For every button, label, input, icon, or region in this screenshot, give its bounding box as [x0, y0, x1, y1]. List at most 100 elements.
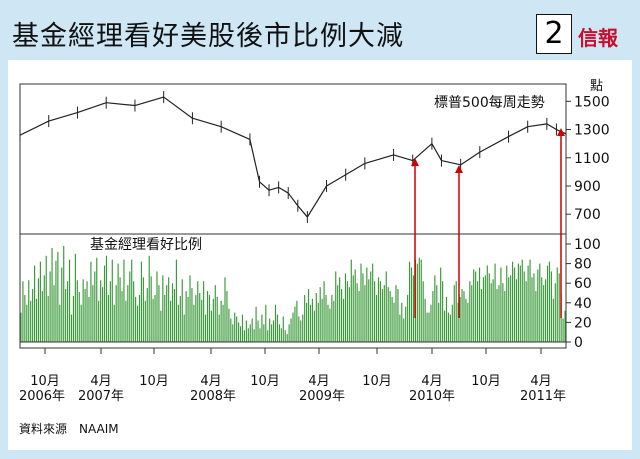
- bar: [191, 288, 193, 342]
- bar: [475, 271, 477, 342]
- bar: [152, 298, 154, 342]
- bar: [443, 310, 446, 342]
- xtick-year-label: 2007年: [78, 389, 124, 404]
- bar: [381, 289, 383, 342]
- bar: [257, 320, 259, 342]
- bar: [529, 259, 531, 342]
- bar: [511, 261, 514, 342]
- bar: [506, 265, 508, 342]
- bar: [409, 261, 411, 342]
- bar: [26, 304, 28, 342]
- bar: [445, 296, 448, 342]
- bar: [490, 283, 492, 342]
- bar: [76, 280, 78, 342]
- bar: [500, 267, 502, 342]
- bar: [467, 302, 469, 342]
- bar: [238, 322, 240, 342]
- price-line-segment: [48, 112, 78, 122]
- price-ytick-label: 900: [574, 179, 601, 195]
- bar: [45, 255, 47, 342]
- bar: [267, 330, 269, 342]
- price-line-segment: [479, 136, 509, 153]
- bar: [251, 318, 253, 342]
- bar: [133, 281, 135, 342]
- xtick-month-label: 10月: [139, 374, 169, 389]
- bar: [51, 247, 53, 342]
- bar: [183, 314, 185, 342]
- bar: [496, 289, 498, 342]
- arrow-head: [411, 158, 419, 166]
- arrows: [411, 128, 565, 318]
- bar: [166, 285, 168, 342]
- bar: [428, 312, 430, 342]
- bar: [222, 304, 224, 342]
- xtick-year-label: 2011年: [520, 389, 566, 404]
- xtick-year-label: 2006年: [19, 389, 65, 404]
- xtick-month-label: 10月: [250, 374, 280, 389]
- bar: [321, 298, 323, 342]
- arrow-head: [455, 165, 463, 173]
- bar: [280, 328, 282, 342]
- bar: [241, 314, 244, 342]
- bar: [477, 281, 479, 342]
- bar: [243, 330, 246, 342]
- bar: [288, 324, 290, 342]
- bar: [105, 255, 108, 342]
- bar: [210, 310, 212, 342]
- price-line-segment: [306, 185, 328, 218]
- bar: [337, 285, 339, 342]
- bar: [67, 281, 69, 342]
- bar: [550, 271, 553, 342]
- axis-ticks: 1500 1300 1100 900 700 100 80 60 40 20 0 10月 4月 10月 4月…: [19, 94, 610, 404]
- bar: [261, 314, 263, 342]
- bar: [465, 298, 467, 342]
- bar: [224, 277, 226, 342]
- page-title: 基金經理看好美股後市比例大減: [12, 21, 404, 52]
- chart-frame: [19, 83, 567, 349]
- bar: [329, 308, 331, 342]
- bar: [160, 310, 162, 342]
- xtick-month-label: 4月: [421, 374, 442, 389]
- bar: [115, 285, 117, 342]
- price-line-segment: [393, 154, 413, 162]
- bar: [220, 300, 222, 342]
- bar: [282, 316, 284, 342]
- bar: [350, 259, 352, 342]
- price-line-segment: [431, 143, 442, 161]
- bar: [24, 294, 26, 342]
- bar: [451, 304, 453, 342]
- bar: [197, 281, 199, 342]
- bar: [389, 291, 391, 342]
- bar: [391, 296, 393, 342]
- price-unit-label: 點: [590, 79, 603, 94]
- bar: [360, 263, 362, 342]
- bar: [377, 277, 380, 342]
- bar: [403, 318, 405, 342]
- bar: [515, 279, 518, 342]
- bar: [170, 300, 172, 342]
- bar: [482, 277, 485, 342]
- bar: [88, 296, 90, 342]
- bar-ytick-label: 80: [574, 257, 592, 273]
- bar-ytick-label: 0: [574, 335, 583, 351]
- bar: [162, 275, 164, 342]
- bar: [107, 294, 109, 342]
- xtick-month-label: 10月: [362, 374, 392, 389]
- bar: [397, 289, 399, 342]
- bar: [204, 314, 207, 342]
- bar: [41, 291, 43, 342]
- price-line-segment: [249, 139, 261, 182]
- bar: [59, 304, 61, 342]
- price-ytick-label: 1300: [574, 123, 610, 139]
- bar: [199, 293, 201, 342]
- price-series: [19, 91, 567, 224]
- bar: [519, 265, 521, 342]
- bar: [348, 287, 350, 342]
- bar: [214, 285, 216, 342]
- bar: [125, 300, 127, 342]
- bar: [492, 279, 494, 342]
- bar: [401, 302, 403, 342]
- bar: [216, 296, 218, 342]
- xtick-month-label: 4月: [530, 374, 551, 389]
